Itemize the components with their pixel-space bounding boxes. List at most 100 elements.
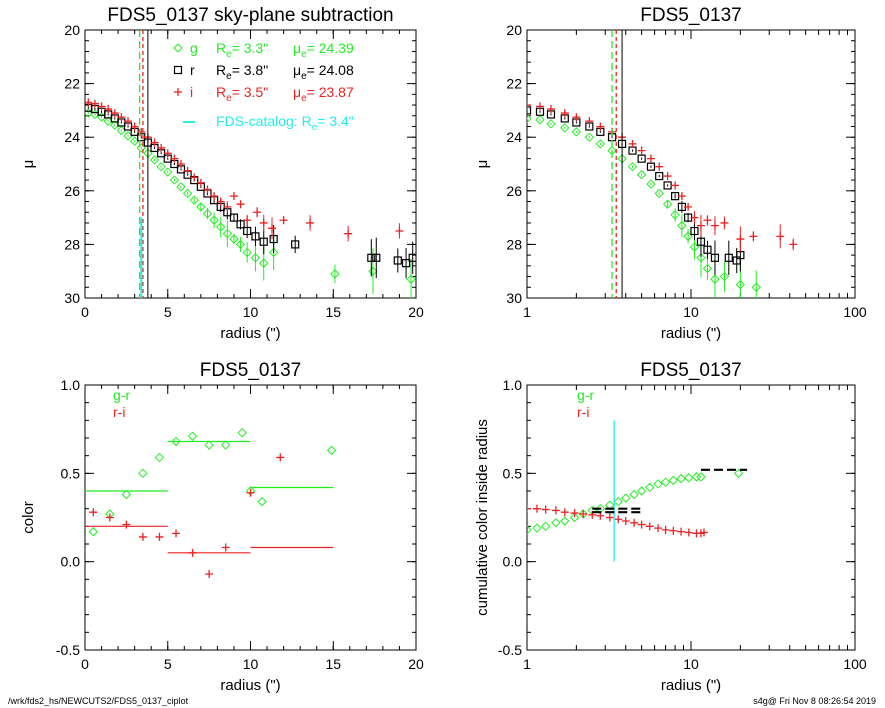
data-point-r-i xyxy=(588,510,597,519)
data-point-g-r xyxy=(540,521,551,532)
data-point-i xyxy=(637,146,646,155)
data-point-g xyxy=(584,132,595,142)
legend-r-i: r-i xyxy=(577,404,589,420)
data-point-g xyxy=(735,279,746,290)
data-point-g xyxy=(242,247,252,258)
data-point-g xyxy=(250,253,261,263)
legend-mu-sub: e xyxy=(301,93,307,104)
data-point-r-i xyxy=(661,525,670,534)
y-tick-label: 28 xyxy=(64,236,80,252)
data-point-r-i xyxy=(579,509,588,518)
data-point-i xyxy=(527,101,531,110)
data-point-g xyxy=(571,127,582,137)
data-point-r xyxy=(655,171,664,181)
legend-symbol-g xyxy=(173,43,183,53)
data-point-g-r xyxy=(138,468,148,479)
x-tick-label: 20 xyxy=(408,304,424,320)
data-point-g-r xyxy=(88,526,98,537)
data-point-g-r xyxy=(636,486,647,496)
legend-catalog: FDS-catalog: Re= 3.4" xyxy=(216,113,354,133)
data-point-r-i xyxy=(699,528,708,537)
x-tick-label: 100 xyxy=(843,304,867,320)
data-point-g-r xyxy=(613,496,623,507)
data-point-g xyxy=(196,202,206,212)
data-point-g xyxy=(751,282,761,292)
data-point-g xyxy=(209,215,219,225)
data-point-g xyxy=(670,210,680,220)
data-layer xyxy=(527,420,748,562)
legend-catalog-value: = 3.4" xyxy=(317,113,354,129)
data-point-i xyxy=(216,197,225,206)
data-point-g xyxy=(368,266,378,276)
data-point-r-i xyxy=(669,526,678,535)
x-tick-label: 10 xyxy=(683,656,699,672)
data-point-i xyxy=(183,166,192,175)
data-point-i xyxy=(196,178,205,187)
data-point-g-r xyxy=(257,496,267,507)
data-point-i xyxy=(560,109,569,118)
data-point-r xyxy=(236,220,245,229)
legend: g Re= 3.3" μe= 24.39 r Re= 3.8" μe= 24.08 i Re=… xyxy=(173,40,354,133)
data-point-r-i xyxy=(684,528,693,537)
data-point-r-i xyxy=(105,513,114,522)
data-point-i xyxy=(259,218,268,227)
legend-band: r xyxy=(190,62,195,78)
legend-symbol-r xyxy=(173,65,183,75)
data-point-g-r xyxy=(237,427,247,438)
data-point-g xyxy=(527,113,532,124)
x-axis-label: radius (") xyxy=(661,677,721,694)
chart-title: FDS5_0137 xyxy=(640,5,741,26)
data-point-r xyxy=(690,226,699,236)
legend-re-value: = 3.5" xyxy=(232,84,269,100)
data-point-i xyxy=(749,232,758,241)
y-axis-label: μ xyxy=(474,160,491,169)
plot-frame xyxy=(526,384,856,651)
data-point-r-i xyxy=(122,520,131,529)
data-point-g xyxy=(702,263,713,274)
legend-re-value: = 3.8" xyxy=(232,62,269,78)
data-layer xyxy=(85,427,337,579)
x-tick-label: 10 xyxy=(683,304,699,320)
data-point-i xyxy=(306,218,315,227)
data-point-g xyxy=(163,167,173,177)
data-point-i xyxy=(585,117,594,126)
data-point-g xyxy=(176,182,186,192)
data-point-i xyxy=(663,172,672,181)
data-point-g xyxy=(654,188,664,199)
data-point-r-i xyxy=(654,524,663,533)
data-point-g xyxy=(595,139,606,149)
legend-mu: μe= 24.39 xyxy=(293,40,354,60)
panel-1: FDS5_0137 sky-plane subtraction radius ("… xyxy=(20,5,424,342)
data-point-i xyxy=(655,162,664,171)
data-point-i xyxy=(279,216,288,225)
data-point-g-r xyxy=(171,436,181,447)
y-tick-label: 0.0 xyxy=(61,554,81,570)
x-axis-label: radius (") xyxy=(220,325,280,342)
legend-catalog-sub: e xyxy=(312,122,318,133)
legend-symbol-i xyxy=(174,88,182,96)
data-point-g-r xyxy=(691,472,702,482)
data-point-g xyxy=(546,119,556,129)
legend-re-value: = 3.3" xyxy=(232,40,269,56)
data-point-i xyxy=(163,149,172,158)
data-point-g-r xyxy=(733,468,744,479)
data-point-g-r xyxy=(676,473,686,484)
data-point-r xyxy=(291,240,300,249)
data-point-r xyxy=(251,232,260,241)
y-tick-label: 1.0 xyxy=(503,377,523,393)
data-point-g-r xyxy=(187,431,198,441)
data-point-g-r xyxy=(684,473,694,483)
data-point-i xyxy=(671,181,680,190)
data-point-g xyxy=(202,208,213,219)
data-point-i xyxy=(395,227,404,235)
data-point-g-r xyxy=(660,477,671,487)
data-point-g-r xyxy=(621,493,631,503)
data-layer xyxy=(527,30,798,298)
data-point-r-i xyxy=(637,520,646,529)
data-point-r-i xyxy=(645,522,654,531)
data-point-i xyxy=(157,143,166,152)
data-point-r xyxy=(703,245,712,254)
data-point-g xyxy=(156,161,166,172)
